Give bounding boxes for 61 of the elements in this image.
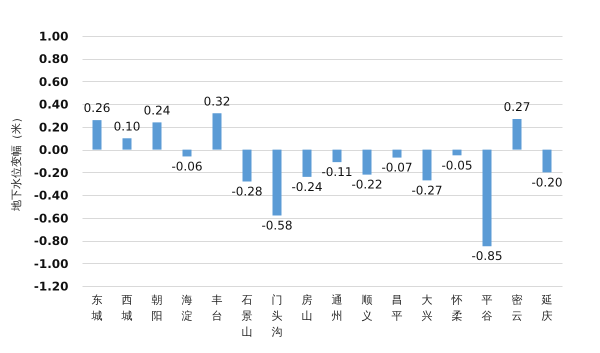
y-tick-label: -1.20 [34,280,68,294]
bar [422,150,432,180]
x-tick-label: 丰台 [212,294,222,322]
data-label: -0.22 [351,178,383,192]
x-tick-label: 西城 [120,294,132,322]
bar [452,150,462,156]
bar [212,113,222,150]
y-tick-label: -0.60 [34,211,68,226]
y-tick-label: 0.60 [38,74,68,89]
y-axis-title: 地下水位变幅（米） [10,112,23,212]
data-label: -0.85 [471,249,503,264]
y-tick-label: -0.80 [34,234,68,248]
data-label: -0.20 [531,175,563,190]
bar [482,150,492,246]
y-tick-label: 0.00 [38,143,68,158]
x-tick-label: 通州 [332,294,342,322]
bar [512,118,522,150]
data-label: 0.32 [204,94,230,108]
bar [542,150,552,172]
y-tick-label: -0.20 [34,166,68,180]
x-tick-label: 怀柔 [450,294,462,322]
bar [92,120,102,150]
bar [362,150,372,175]
x-tick-label: 大兴 [422,294,432,322]
x-tick-label: 石景山 [242,294,252,338]
data-label: -0.06 [171,159,203,174]
bar [152,122,162,150]
x-tick-label: 顺义 [362,294,372,322]
data-label: -0.11 [321,165,353,180]
y-tick-label: 0.80 [38,52,68,66]
data-label: -0.24 [291,180,323,194]
bar [332,150,342,162]
x-tick-label: 延庆 [540,294,552,322]
x-tick-label: 房山 [302,294,312,322]
data-label: -0.05 [441,158,473,172]
x-tick-label: 平谷 [482,294,492,322]
data-label: -0.28 [231,184,263,198]
bar [302,150,312,177]
y-tick-label: -1.00 [34,256,68,271]
x-tick-label: 昌平 [392,294,402,322]
bar [182,150,192,156]
bar [242,150,252,182]
x-tick-label: 海淀 [182,294,192,322]
x-tick-label: 密云 [512,294,522,322]
data-label: -0.07 [381,160,413,175]
data-label: 0.24 [144,103,170,118]
x-tick-label: 门头沟 [272,294,282,338]
y-tick-label: 1.00 [38,30,68,44]
bar [122,138,132,150]
data-label: -0.27 [411,183,443,198]
x-tick-label: 朝阳 [152,294,162,322]
data-label: 0.10 [114,119,140,134]
data-label: 0.26 [84,101,110,116]
data-label: -0.58 [261,218,293,233]
data-label: 0.27 [504,100,530,114]
y-tick-label: 0.40 [38,98,68,112]
y-tick-label: 0.20 [38,120,68,134]
y-tick-label: -0.40 [34,188,68,203]
x-tick-label: 东城 [90,294,102,322]
bar [392,150,402,158]
bar [272,150,282,216]
